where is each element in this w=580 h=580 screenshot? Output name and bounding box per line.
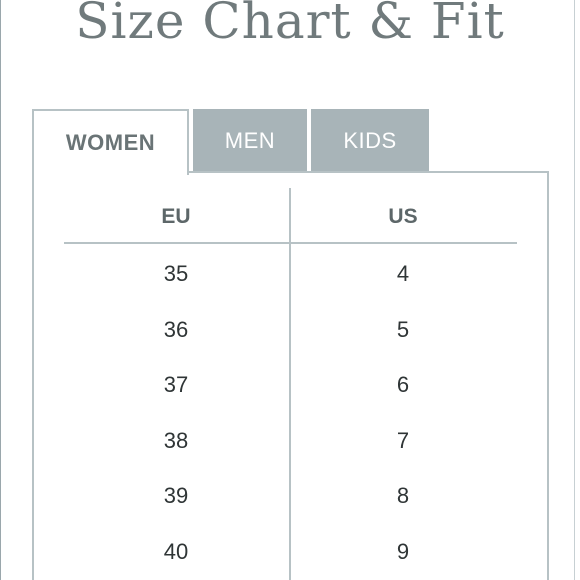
tab-men[interactable]: MEN (193, 109, 307, 172)
table-cell-eu: 38 (163, 428, 189, 453)
page-title: Size Chart & Fit (75, 0, 505, 50)
table-cell-eu: 39 (163, 483, 189, 508)
tab-kids[interactable]: KIDS (311, 109, 429, 172)
table-cell-us: 6 (396, 372, 410, 397)
panel-left-border (32, 173, 34, 580)
table-cell-us: 9 (396, 539, 410, 564)
table-cell-us: 8 (396, 483, 410, 508)
table-cell-us: 5 (396, 317, 410, 342)
table-cell-eu: 40 (163, 539, 189, 564)
left-edge-rule (0, 0, 1, 580)
table-cell-us: 7 (396, 428, 410, 453)
right-edge-rule (574, 0, 575, 580)
column-header-eu: EU (161, 205, 191, 228)
column-divider (289, 188, 291, 580)
panel-right-border (547, 171, 549, 580)
header-divider (64, 242, 517, 244)
panel-top-border (188, 171, 549, 173)
tab-women[interactable]: WOMEN (32, 109, 189, 175)
column-header-us: US (388, 205, 418, 228)
table-cell-eu: 36 (163, 317, 189, 342)
table-cell-eu: 35 (163, 261, 189, 286)
table-cell-us: 4 (396, 261, 410, 286)
table-cell-eu: 37 (163, 372, 189, 397)
